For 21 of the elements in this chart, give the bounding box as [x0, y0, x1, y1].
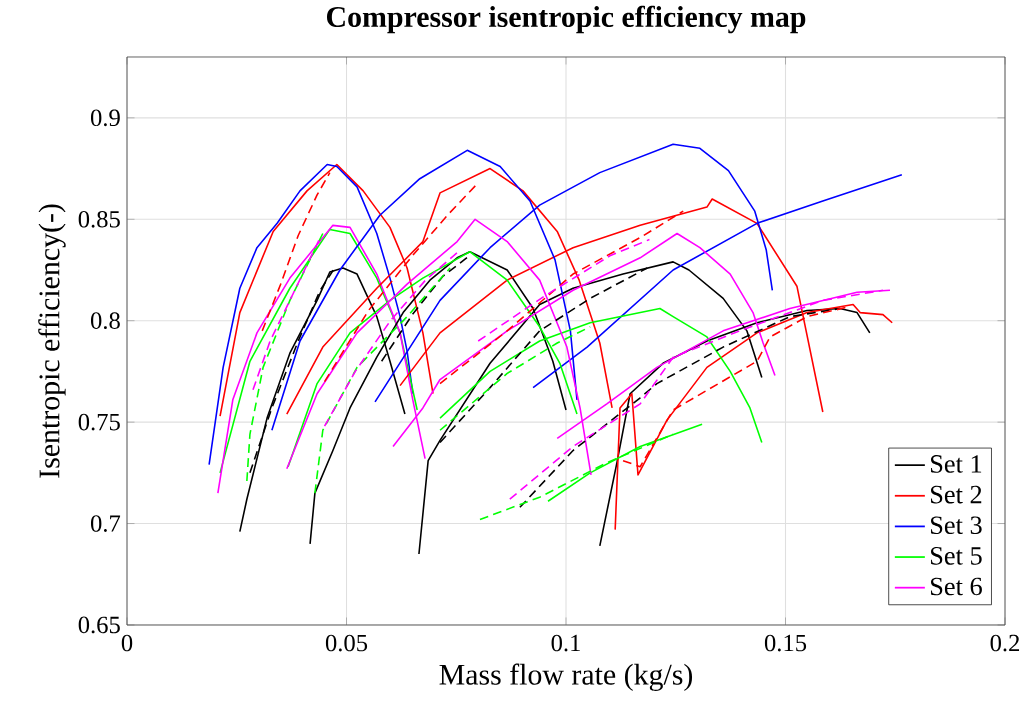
chart-title: Compressor isentropic efficiency map — [326, 5, 806, 34]
y-tick-label: 0.65 — [78, 616, 120, 634]
y-axis-title: Isentropic efficiency(-) — [38, 204, 66, 478]
line-series — [439, 267, 649, 444]
y-tick-label: 0.9 — [90, 109, 120, 127]
y-tick-label: 0.8 — [90, 312, 120, 330]
x-tick-label: 0.1 — [551, 634, 580, 652]
x-tick-label: 0.15 — [764, 634, 807, 652]
x-tick-label: 0 — [121, 634, 133, 652]
legend-label: Set 6 — [931, 577, 982, 596]
x-axis-title: Mass flow rate (kg/s) — [439, 663, 693, 691]
y-tick-label: 0.85 — [78, 210, 120, 228]
y-tick-label: 0.75 — [78, 413, 120, 431]
line-series — [261, 171, 331, 332]
y-tick-label: 0.7 — [90, 515, 121, 532]
legend-label: Set 5 — [931, 547, 982, 565]
legend-label: Set 1 — [931, 455, 982, 473]
x-tick-label: 0.2 — [990, 634, 1020, 652]
legend-label: Set 3 — [931, 516, 982, 535]
legend-label: Set 2 — [931, 485, 982, 504]
x-tick-label: 0.05 — [325, 634, 368, 652]
